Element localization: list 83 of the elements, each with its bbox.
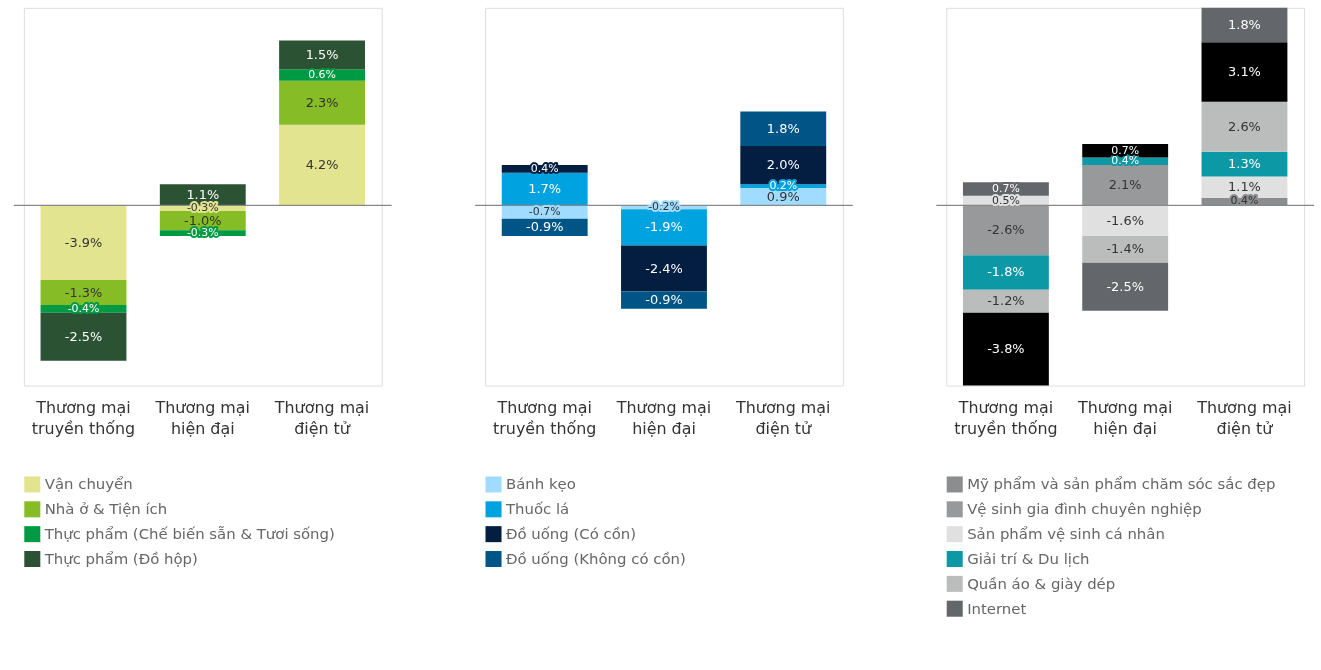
bar (40, 205, 127, 281)
data-label: -2.5% (64, 328, 103, 344)
data-label: -1.9% (645, 219, 683, 235)
data-label: 1.7% (528, 181, 562, 197)
bar (621, 209, 707, 246)
data-label: -0.3% (186, 226, 219, 240)
bar (279, 124, 365, 206)
data-label: 2.6% (1228, 118, 1261, 134)
data-label: -0.4% (67, 301, 100, 315)
data-label: -3.9% (64, 234, 103, 250)
legend-label: Vận chuyển (44, 475, 133, 494)
data-label: 1.8% (1228, 17, 1261, 33)
bar (1201, 101, 1288, 152)
data-label: 0.9% (766, 188, 800, 204)
x-tick-label: Thương mại điện tử (273, 397, 370, 438)
data-label: 2.0% (766, 157, 800, 173)
x-tick-label: Thương mại truyền thống (954, 397, 1058, 438)
data-label: 1.1% (186, 186, 220, 202)
bar (279, 40, 365, 70)
data-label: 2.1% (1108, 177, 1142, 193)
data-label: 4.2% (305, 157, 339, 173)
data-label: -1.2% (987, 293, 1025, 309)
bar (1201, 151, 1288, 177)
data-label: 0.5% (992, 193, 1020, 207)
data-label: -2.5% (1106, 278, 1144, 294)
bar (501, 172, 588, 206)
x-tick-label: Thương mại hiện đại (1076, 397, 1173, 438)
legend-label: Nhà ở & Tiện ích (44, 500, 168, 519)
bar (962, 289, 1049, 313)
data-label: -1.0% (184, 212, 222, 228)
bar (962, 255, 1049, 290)
x-tick-label: Thương mại truyền thống (31, 397, 136, 438)
data-label: -1.8% (987, 264, 1025, 280)
legend-label: Mỹ phẩm và sản phẩm chăm sóc sắc đẹp (967, 475, 1276, 494)
legend-label: Bánh kẹo (505, 475, 576, 494)
x-tick-label: Thương mại hiện đại (615, 397, 712, 438)
data-label: 1.3% (1228, 156, 1261, 172)
data-label: -1.3% (64, 284, 103, 300)
legend-label: Thuốc lá (504, 500, 570, 519)
data-label: -0.9% (525, 219, 564, 235)
data-label: 0.6% (308, 67, 336, 81)
legend-label: Thực phẩm (Đồ hộp) (43, 549, 198, 568)
legend-label: Thực phẩm (Chế biến sẵn & Tươi sống) (43, 525, 335, 544)
legend-label: Sản phẩm vệ sinh cá nhân (967, 525, 1165, 544)
data-label: -1.4% (1106, 241, 1144, 257)
x-tick-label: Thương mại hiện đại (154, 397, 250, 438)
bar (279, 80, 365, 125)
data-label: 1.1% (1228, 179, 1261, 195)
data-label: 3.1% (1228, 64, 1261, 80)
legend-label: Vệ sinh gia đình chuyên nghiệp (967, 500, 1202, 519)
legend-label: Internet (967, 599, 1027, 618)
bar (1082, 262, 1169, 311)
x-tick-label: Thương mại truyền thống (493, 397, 597, 438)
bar (40, 312, 127, 361)
bar (740, 111, 827, 146)
data-label: 0.4% (1230, 194, 1259, 208)
bar (621, 245, 707, 292)
data-label: -1.6% (1106, 212, 1144, 228)
bar (1082, 236, 1169, 263)
legend-label: Giải trí & Du lịch (967, 549, 1090, 568)
data-label: -3.8% (987, 341, 1025, 357)
legend-label: Đồ uống (Không có cồn) (505, 549, 686, 568)
data-label: -0.9% (645, 292, 683, 308)
data-label: 0.7% (992, 182, 1020, 196)
bar (1082, 205, 1169, 237)
data-label: 0.4% (1111, 154, 1140, 168)
legend-label: Quần áo & giày dép (967, 574, 1116, 593)
data-label: -0.7% (528, 205, 561, 219)
bar (1201, 7, 1288, 43)
data-label: 0.4% (530, 161, 559, 175)
data-label: 0.7% (1111, 143, 1140, 157)
data-label: -2.4% (645, 260, 683, 276)
bar (962, 205, 1049, 256)
bar (962, 312, 1049, 386)
data-label: 1.8% (766, 120, 800, 136)
legend-label: Đồ uống (Có cồn) (505, 525, 637, 544)
x-tick-label: Thương mại điện tử (735, 397, 831, 438)
data-label: 1.5% (305, 46, 339, 62)
data-label: -2.6% (987, 222, 1025, 238)
bar (1082, 165, 1169, 206)
bar (1201, 42, 1288, 102)
x-tick-label: Thương mại điện tử (1196, 397, 1292, 438)
data-label: 2.3% (305, 94, 339, 110)
